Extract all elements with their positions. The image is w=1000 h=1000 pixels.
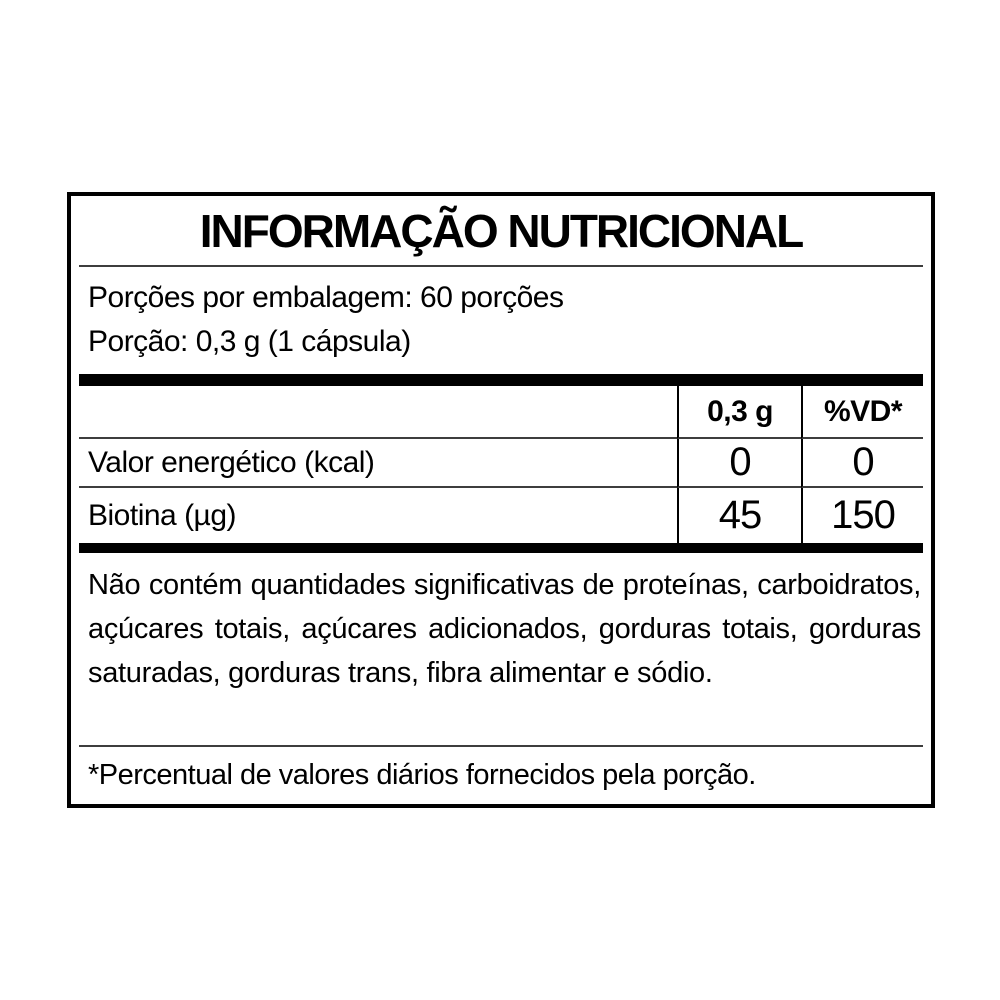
servings-section: Porções por embalagem: 60 porções Porção…: [79, 267, 923, 374]
label-title: INFORMAÇÃO NUTRICIONAL: [199, 204, 804, 257]
footnote-divider: [79, 745, 923, 747]
daily-value-footnote: *Percentual de valores diários fornecido…: [88, 759, 756, 791]
label-header: INFORMAÇÃO NUTRICIONAL: [71, 196, 931, 265]
no-significant-amounts-note: Não contém quantidades significativas de…: [88, 569, 921, 689]
table-header-daily-value: %VD*: [801, 386, 923, 439]
title-divider: [79, 265, 923, 267]
table-row-energy-dv: 0: [801, 439, 923, 488]
table-row-energy-amount: 0: [677, 439, 801, 488]
table-header-amount: 0,3 g: [677, 386, 801, 439]
nutrition-facts-label: INFORMAÇÃO NUTRICIONAL Porções por embal…: [67, 192, 935, 808]
table-row-biotin-dv: 150: [801, 488, 923, 543]
thick-bar-top: [79, 374, 923, 386]
table-row-energy-name: Valor energético (kcal): [79, 439, 677, 488]
thick-bar-bottom: [79, 543, 923, 553]
serving-size: Porção: 0,3 g (1 cápsula): [88, 325, 411, 358]
table-row-biotin-amount: 45: [677, 488, 801, 543]
table-row-biotin-name: Biotina (µg): [88, 498, 237, 532]
nutrition-table: 0,3 g %VD* Valor energético (kcal) 0 0 B…: [79, 386, 923, 543]
servings-per-package: Porções por embalagem: 60 porções: [88, 281, 564, 314]
footnote-section: *Percentual de valores diários fornecido…: [79, 747, 923, 804]
table-header-blank-cell: [79, 386, 677, 439]
